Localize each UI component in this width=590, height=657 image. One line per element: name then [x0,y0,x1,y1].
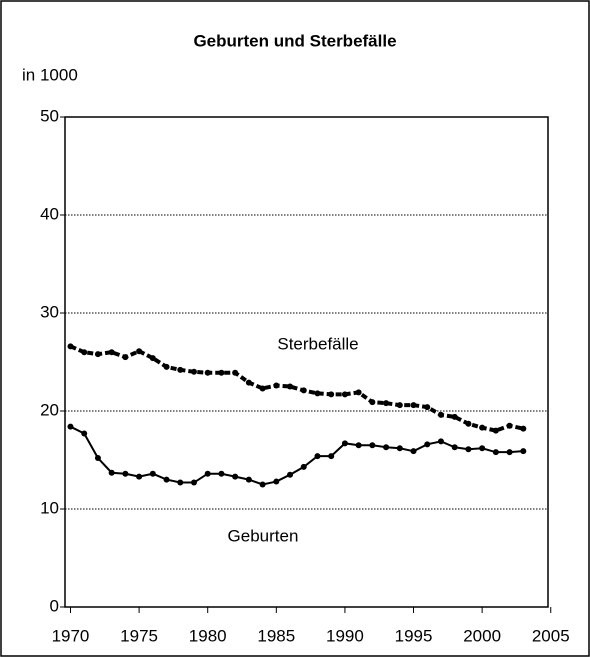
data-point [218,369,225,376]
chart-title: Geburten und Sterbefälle [193,31,396,50]
y-tick-label: 20 [40,400,59,419]
data-point [355,442,362,449]
data-point [410,402,417,409]
data-point [245,476,252,483]
data-point [204,369,211,376]
x-tick-label: 1975 [120,626,158,645]
data-point [136,473,143,480]
y-axis-label: in 1000 [22,65,78,84]
y-tick-label: 0 [50,596,59,615]
y-tick-label: 50 [40,106,59,125]
data-point [122,470,129,477]
data-point [108,469,115,476]
data-point [108,349,115,356]
data-point [383,400,390,407]
data-point [492,449,499,456]
series-line [69,344,524,433]
data-point [287,383,294,390]
data-point [479,445,486,452]
data-point [163,363,170,370]
data-point [410,448,417,455]
data-point [81,430,88,437]
data-point [163,476,170,483]
data-point [122,354,129,361]
data-point [245,379,252,386]
y-tick-label: 40 [40,204,59,223]
data-point [218,470,225,477]
data-point [67,343,74,350]
data-point [273,382,280,389]
data-point [177,366,184,373]
data-point [136,348,143,355]
data-point [67,423,74,430]
data-point [300,387,307,394]
data-point [520,448,527,455]
series-label: Sterbefälle [277,334,358,353]
data-point [81,349,88,356]
data-point [341,391,348,398]
data-point [232,369,239,376]
series-line [70,425,524,486]
x-tick-label: 1995 [395,626,433,645]
data-point [465,446,472,453]
data-point [492,427,499,434]
data-point [190,479,197,486]
y-tick-label: 10 [40,498,59,517]
data-point [328,453,335,460]
x-tick-label: 2000 [463,626,501,645]
data-point [259,481,266,488]
x-tick-label: 1980 [189,626,227,645]
data-point [520,425,527,432]
data-point [424,441,431,448]
data-point [204,470,211,477]
data-point [314,453,321,460]
plot-area [64,116,549,608]
data-point [479,424,486,431]
data-point [465,420,472,427]
y-tick-label: 30 [40,302,59,321]
data-point [94,351,101,358]
data-point [94,455,101,462]
x-tick-label: 1990 [326,626,364,645]
data-point [369,442,376,449]
data-point [190,368,197,375]
data-point [451,413,458,420]
data-point [424,404,431,411]
data-point [177,479,184,486]
data-point [232,473,239,480]
data-point [355,389,362,396]
data-point [314,390,321,397]
data-point [506,449,513,456]
data-point [300,463,307,470]
data-point [437,411,444,418]
x-tick-label: 1985 [257,626,295,645]
data-point [383,444,390,451]
data-point [451,444,458,451]
data-point [341,440,348,447]
data-point [437,438,444,445]
data-point [328,391,335,398]
data-point [259,385,266,392]
data-point [273,478,280,485]
data-point [149,470,156,477]
series-label: Geburten [228,526,299,545]
data-point [396,445,403,452]
data-point [396,402,403,409]
x-tick-label: 1970 [52,626,90,645]
x-tick-label: 2005 [532,626,570,645]
data-point [369,399,376,406]
data-point [506,422,513,429]
data-point [287,471,294,478]
data-point [149,355,156,362]
